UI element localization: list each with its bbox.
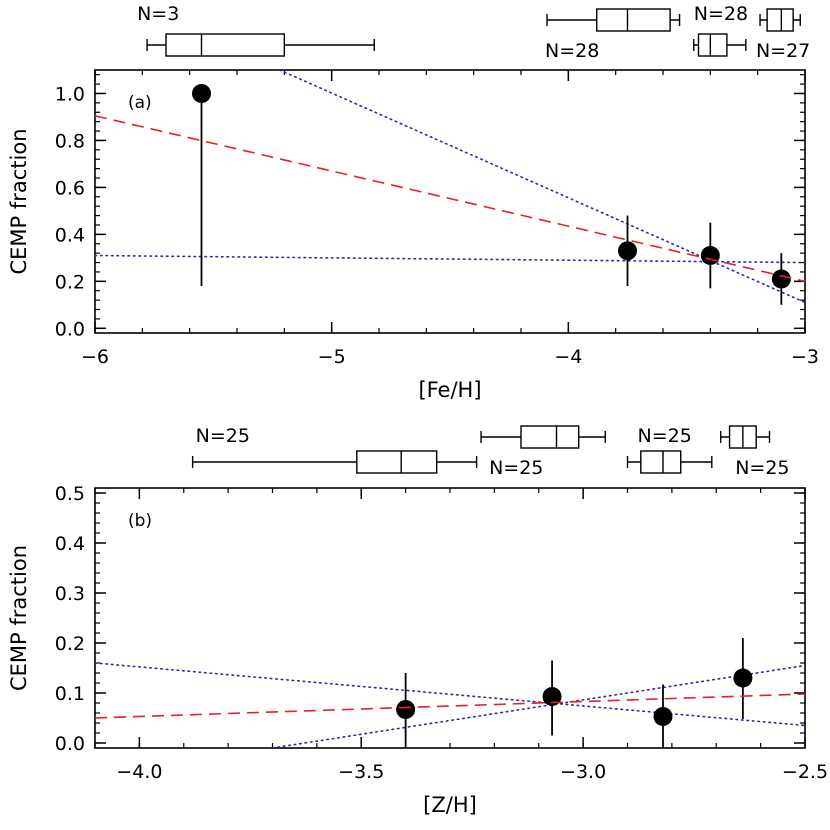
confidence-line	[95, 662, 805, 727]
box-count-label: N=25	[638, 425, 692, 447]
box-iqr	[766, 8, 794, 32]
x-tick-label: −2.5	[782, 761, 828, 783]
data-point	[653, 707, 673, 726]
box-plot: N=3	[137, 3, 375, 57]
fit-line	[95, 693, 805, 719]
y-tick-label: 0.8	[55, 130, 85, 152]
fit-line	[95, 115, 805, 283]
data-point	[192, 83, 211, 103]
box-iqr	[640, 450, 682, 474]
box-iqr	[356, 450, 438, 474]
y-tick-label: 0.3	[55, 583, 85, 605]
y-tick-label: 0.0	[55, 733, 85, 755]
box-count-label: N=28	[545, 40, 599, 62]
box-plot: N=28	[545, 8, 681, 62]
data-point	[396, 700, 416, 719]
y-tick-label: 1.0	[55, 83, 85, 105]
x-axis-label: [Z/H]	[423, 793, 477, 817]
panel-label: (b)	[128, 511, 152, 531]
box-iqr	[697, 33, 728, 57]
panel-b: −4.0 −3.5 −3.0 −2.5 0.0 0.1 0.2 0.3 0.4 0.5 [Z/H] C…	[7, 425, 828, 817]
box-iqr	[165, 33, 286, 57]
box-count-label: N=28	[694, 3, 748, 25]
confidence-line	[278, 70, 805, 304]
fit-lines	[95, 638, 805, 748]
box-count-label: N=25	[196, 425, 250, 447]
y-tick-label: 0.0	[55, 318, 85, 340]
data-point	[733, 668, 753, 688]
x-tick-label: −3.0	[560, 761, 606, 783]
x-tick-label: −6	[81, 346, 109, 368]
panel-label: (a)	[128, 93, 152, 113]
confidence-line	[271, 664, 805, 748]
data-point	[771, 269, 791, 289]
data-point	[700, 246, 720, 266]
x-tick-label: −4	[554, 346, 582, 368]
y-axis-label: CEMP fraction	[7, 128, 31, 274]
box-iqr	[596, 8, 671, 32]
plot-frame	[94, 69, 806, 334]
box-plot: N=25	[480, 425, 607, 479]
x-axis-label: [Fe/H]	[418, 378, 481, 402]
data-point	[542, 687, 562, 706]
box-count-label: N=25	[489, 457, 543, 479]
y-tick-label: 0.4	[55, 533, 85, 555]
box-plot: N=25	[191, 425, 478, 474]
x-tick-label: −4.0	[116, 761, 162, 783]
y-tick-label: 0.4	[55, 224, 85, 246]
box-count-label: N=27	[756, 40, 810, 62]
box-count-label: N=3	[137, 3, 179, 25]
x-tick-label: −5	[318, 346, 346, 368]
y-tick-label: 0.6	[55, 177, 85, 199]
y-tick-label: 0.2	[55, 633, 85, 655]
box-plot: N=25	[626, 425, 713, 474]
box-count-label: N=25	[735, 457, 789, 479]
box-plot: N=28	[693, 3, 748, 57]
y-tick-label: 0.1	[55, 683, 85, 705]
plot-frame	[94, 487, 806, 749]
x-tick-label: −3.5	[338, 761, 384, 783]
y-tick-label: 0.2	[55, 271, 85, 293]
fit-lines	[95, 70, 805, 305]
box-plot: N=27	[756, 8, 810, 62]
box-plot: N=25	[719, 425, 790, 479]
data-point	[618, 241, 637, 261]
y-axis-label: CEMP fraction	[7, 545, 31, 691]
y-tick-label: 0.5	[55, 483, 85, 505]
x-tick-label: −3	[791, 346, 819, 368]
panel-a: −6 −5 −4 −3 0.0 0.2 0.4 0.6 0.8 1.0 [Fe/H] CEMP fra…	[7, 3, 819, 402]
box-iqr	[520, 425, 580, 449]
